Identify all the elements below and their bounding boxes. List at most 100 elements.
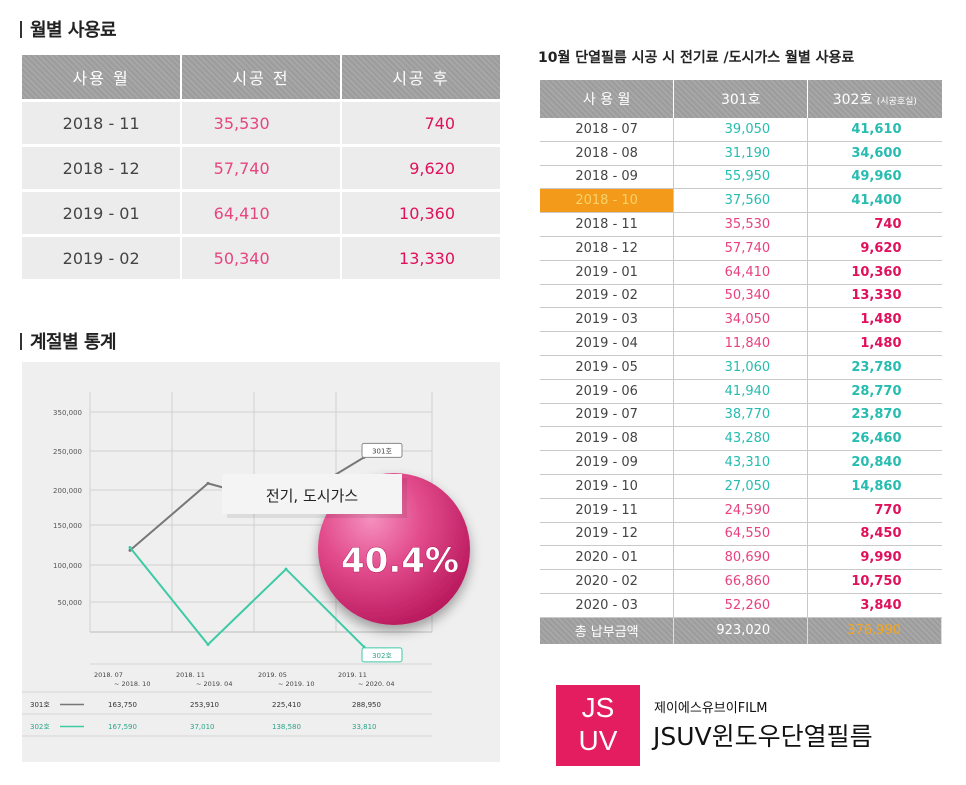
unit-301-cell: 80,690 <box>673 545 809 571</box>
y-tick-label: 350,000 <box>53 409 82 417</box>
col-header-month: 사용 월 <box>22 55 183 101</box>
data-point <box>284 567 288 571</box>
table-row: 2018 - 09 55,950 49,960 <box>540 165 942 190</box>
table-row: 2019 - 04 11,840 1,480 <box>540 331 942 356</box>
x-category-label-line1: 2018. 07 <box>94 671 123 679</box>
y-tick-label: 100,000 <box>53 562 82 570</box>
callout-value: 40.4% <box>341 541 459 581</box>
table-row: 2019 - 01 64,410 10,360 <box>540 260 942 285</box>
series-line-302 <box>129 546 365 648</box>
table-row: 2019 - 03 34,050 1,480 <box>540 307 942 333</box>
month-cell: 2019 - 05 <box>540 355 675 380</box>
unit-301-cell: 37,560 <box>673 188 809 214</box>
table-value: 253,910 <box>190 701 219 709</box>
table-value: 138,580 <box>272 723 301 731</box>
month-cell: 2019 - 02 <box>540 284 675 309</box>
table-row: 2019 - 02 50,340 13,330 <box>540 284 942 309</box>
unit-301-cell: 57,740 <box>673 236 809 261</box>
month-cell: 2019 - 08 <box>540 426 675 452</box>
col-header-before: 시공 전 <box>181 55 342 101</box>
unit-302-cell: 10,750 <box>807 569 942 594</box>
unit-302-cell: 9,990 <box>807 545 942 571</box>
month-cell: 2019 - 01 <box>540 260 675 285</box>
unit-302-cell: 41,400 <box>807 188 942 214</box>
unit-302-cell: 23,870 <box>807 403 942 428</box>
unit-301-cell: 64,410 <box>673 260 809 285</box>
unit-301-cell: 43,280 <box>673 426 809 452</box>
unit-301-cell: 41,940 <box>673 379 809 404</box>
y-tick-label: 250,000 <box>53 448 82 456</box>
table-row: 2019 - 05 31,060 23,780 <box>540 355 942 380</box>
season-chart: 350,000 250,000 200,000 150,000 100,000 50,00… <box>22 362 500 762</box>
table-row: 2019 - 10 27,050 14,860 <box>540 474 942 499</box>
col-header-month: 사 용 월 <box>540 80 675 118</box>
brand-name: JSUV윈도우단열필름 <box>653 722 873 751</box>
month-cell: 2018 - 10 <box>540 188 675 214</box>
after-cell: 740 <box>340 99 500 146</box>
x-category-label-line1: 2018. 11 <box>176 671 205 679</box>
month-cell: 2019 - 07 <box>540 403 675 428</box>
table-row: 2020 - 03 52,260 3,840 <box>540 593 942 618</box>
before-cell: 50,340 <box>181 234 342 279</box>
col-header-301: 301호 <box>673 80 809 118</box>
unit-302-cell: 1,480 <box>807 307 942 333</box>
monthly-usage-detail-table: 사 용 월 301호 302호 (시공호실) 2018 - 07 39,050 41… <box>540 80 942 644</box>
month-cell: 2018 - 12 <box>540 236 675 261</box>
data-point <box>128 546 132 549</box>
x-category-label-line1: 2019. 05 <box>258 671 287 679</box>
unit-301-cell: 38,770 <box>673 403 809 428</box>
month-cell: 2019 - 06 <box>540 379 675 404</box>
table-row: 2018 - 12 57,740 9,620 <box>540 236 942 261</box>
unit-302-cell: 740 <box>807 212 942 237</box>
series-tag-302-box <box>361 647 403 663</box>
x-category-label-line2: ~ 2020. 04 <box>358 680 394 688</box>
unit-301-cell: 64,550 <box>673 522 809 547</box>
total-301: 923,020 <box>673 617 809 644</box>
x-category-label-line2: ~ 2019. 04 <box>196 680 232 688</box>
after-cell: 9,620 <box>340 144 500 191</box>
unit-302-cell: 8,450 <box>807 522 942 547</box>
unit-302-cell: 49,960 <box>807 165 942 190</box>
x-category-label-line1: 2019. 11 <box>338 671 367 679</box>
month-cell: 2019 - 02 <box>22 234 183 279</box>
legend-label-302: 302호 <box>30 723 50 731</box>
table-value: 225,410 <box>272 701 301 709</box>
callout-label: 전기, 도시가스 <box>266 487 359 505</box>
series-tag-301-box <box>361 442 403 458</box>
month-cell: 2018 - 07 <box>540 118 675 142</box>
month-cell: 2020 - 02 <box>540 569 675 594</box>
after-cell: 10,360 <box>340 189 500 236</box>
unit-302-cell: 9,620 <box>807 236 942 261</box>
series-tag-302: 302호 <box>372 652 392 660</box>
table-row: 2019 - 01 64,410 10,360 <box>22 189 500 236</box>
unit-301-cell: 50,340 <box>673 284 809 309</box>
right-table-title: 10월 단열필름 시공 시 전기료 /도시가스 월별 사용료 <box>538 50 855 66</box>
x-category-label-line2: ~ 2019. 10 <box>278 680 314 688</box>
table-row: 2018 - 12 57,740 9,620 <box>22 144 500 191</box>
table-row: 2019 - 11 24,590 770 <box>540 498 942 523</box>
y-tick-label: 200,000 <box>53 487 82 495</box>
table-row: 2019 - 02 50,340 13,330 <box>22 234 500 279</box>
unit-302-cell: 770 <box>807 498 942 523</box>
before-cell: 35,530 <box>181 99 342 146</box>
month-cell: 2018 - 11 <box>540 212 675 237</box>
month-cell: 2019 - 11 <box>540 498 675 523</box>
unit-302-cell: 3,840 <box>807 593 942 618</box>
unit-301-cell: 39,050 <box>673 118 809 142</box>
table-row: 2020 - 01 80,690 9,990 <box>540 545 942 571</box>
unit-301-cell: 55,950 <box>673 165 809 190</box>
table-row: 2019 - 06 41,940 28,770 <box>540 379 942 404</box>
month-cell: 2018 - 12 <box>22 144 183 191</box>
table-value: 288,950 <box>352 701 381 709</box>
table-value: 33,810 <box>352 723 377 731</box>
legend-label-301: 301호 <box>30 701 50 709</box>
total-label: 총 납부금액 <box>540 617 675 644</box>
month-cell: 2019 - 09 <box>540 450 675 475</box>
unit-301-cell: 27,050 <box>673 474 809 499</box>
unit-302-cell: 28,770 <box>807 379 942 404</box>
table-row: 2019 - 12 64,550 8,450 <box>540 522 942 547</box>
unit-301-cell: 35,530 <box>673 212 809 237</box>
table-row: 2018 - 11 35,530 740 <box>22 99 500 146</box>
unit-302-cell: 1,480 <box>807 331 942 356</box>
x-category-label-line2: ~ 2018. 10 <box>114 680 150 688</box>
